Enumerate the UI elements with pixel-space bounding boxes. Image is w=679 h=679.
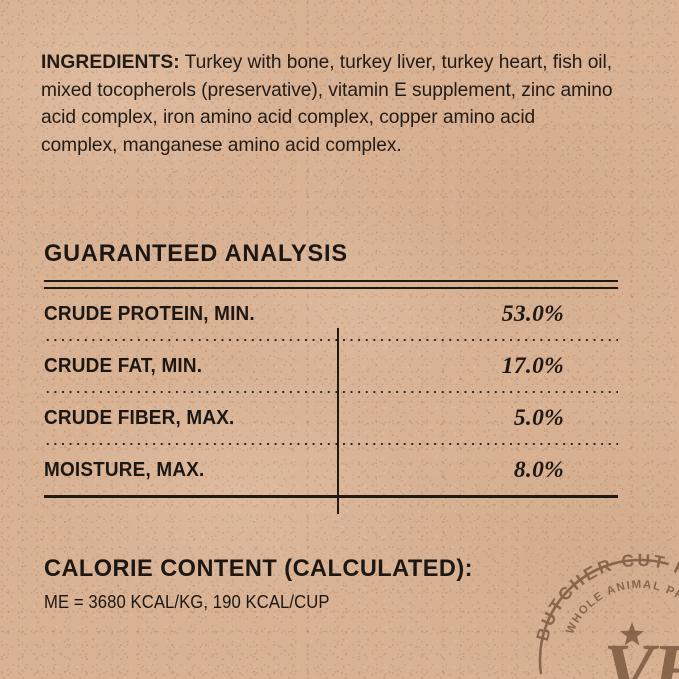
analysis-row-label: CRUDE FIBER, MAX. [44, 406, 235, 429]
analysis-row-value: 5.0% [513, 404, 564, 431]
ingredients-heading: INGREDIENTS: [41, 52, 180, 73]
analysis-row-value: 17.0% [501, 352, 564, 379]
analysis-row-value: 53.0% [501, 300, 564, 327]
analysis-top-double-rule [44, 280, 618, 289]
seal-star-icon [620, 622, 644, 646]
analysis-row-label: CRUDE PROTEIN, MIN. [44, 302, 255, 325]
analysis-vertical-divider [337, 328, 339, 514]
guaranteed-analysis-section: GUARANTEED ANALYSIS CRUDE PROTEIN, MIN. … [44, 240, 618, 514]
svg-text:WHOLE ANIMAL PROTEIN: WHOLE ANIMAL PROTEIN [564, 579, 679, 636]
table-row: MOISTURE, MAX. 8.0% [44, 445, 618, 495]
table-row: CRUDE PROTEIN, MIN. 53.0% [44, 289, 618, 339]
table-row: CRUDE FIBER, MAX. 5.0% [44, 393, 618, 443]
calorie-content-title: CALORIE CONTENT (CALCULATED): [44, 555, 473, 582]
ingredients-body: Turkey with bone, turkey liver, turkey h… [41, 52, 613, 156]
table-row: CRUDE FAT, MIN. 17.0% [44, 341, 618, 391]
guaranteed-analysis-title: GUARANTEED ANALYSIS [44, 240, 348, 267]
butcher-cut-protein-seal-icon: BUTCHER CUT PROTEIN WHOLE ANIMAL PROTEIN… [528, 548, 679, 679]
svg-text:BUTCHER CUT PROTEIN: BUTCHER CUT PROTEIN [532, 550, 679, 643]
seal-monogram: VE [603, 629, 679, 679]
analysis-row-label: CRUDE FAT, MIN. [44, 354, 203, 377]
row-separator [44, 443, 618, 445]
analysis-row-value: 8.0% [513, 456, 564, 483]
analysis-row-label: MOISTURE, MAX. [44, 458, 205, 481]
calorie-content-detail: ME = 3680 KCAL/KG, 190 KCAL/CUP [44, 591, 330, 612]
calorie-content-section: CALORIE CONTENT (CALCULATED): ME = 3680 … [44, 555, 524, 613]
seal-outer-text: BUTCHER CUT PROTEIN [532, 550, 679, 643]
row-separator [44, 391, 618, 393]
analysis-bottom-rule [44, 495, 618, 498]
ingredients-paragraph: INGREDIENTS: Turkey with bone, turkey li… [41, 49, 615, 159]
analysis-table: CRUDE PROTEIN, MIN. 53.0% CRUDE FAT, MIN… [44, 289, 618, 514]
ingredients-block: INGREDIENTS: Turkey with bone, turkey li… [41, 49, 615, 159]
row-separator [44, 339, 618, 341]
seal-inner-text: WHOLE ANIMAL PROTEIN [564, 579, 679, 636]
